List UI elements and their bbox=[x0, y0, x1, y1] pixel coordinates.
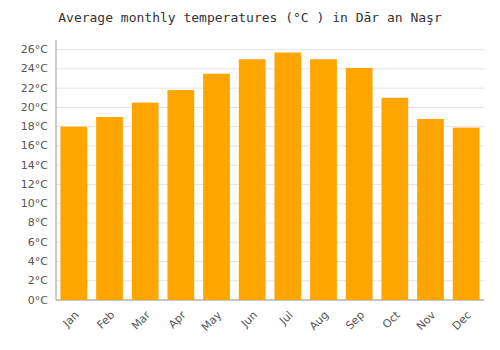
x-tick-label: Oct bbox=[380, 308, 403, 331]
grid-line bbox=[56, 88, 484, 89]
x-tick-label: Jan bbox=[60, 309, 82, 331]
bar bbox=[96, 117, 123, 300]
y-tick-label: 16°C bbox=[21, 139, 48, 152]
x-tick-label: Mar bbox=[129, 308, 153, 332]
grid-line bbox=[56, 107, 484, 108]
x-tick-label: Apr bbox=[166, 308, 189, 331]
x-ticks: Jan Feb Mar Apr May Jun Jul Aug Sep Oct Nov Dec bbox=[60, 308, 474, 334]
x-tick-label: Nov bbox=[414, 308, 439, 333]
y-tick-label: 4°C bbox=[28, 255, 48, 268]
x-tick-label: Sep bbox=[343, 309, 367, 333]
y-axis-line bbox=[56, 40, 57, 300]
x-tick-label: Feb bbox=[94, 309, 117, 332]
bar bbox=[132, 103, 159, 300]
x-tick-label: Aug bbox=[307, 309, 331, 333]
y-tick-label: 20°C bbox=[21, 101, 48, 114]
grid-line bbox=[56, 68, 484, 69]
y-tick-label: 22°C bbox=[21, 82, 48, 95]
bar bbox=[381, 98, 408, 300]
bar bbox=[274, 53, 301, 300]
x-tick-label: Dec bbox=[450, 309, 474, 333]
y-tick-label: 2°C bbox=[28, 274, 48, 287]
y-tick-label: 8°C bbox=[28, 216, 48, 229]
chart-title: Average monthly temperatures (°C ) in Dā… bbox=[58, 10, 442, 25]
x-tick-label: Jun bbox=[238, 309, 260, 331]
y-tick-label: 26°C bbox=[21, 43, 48, 56]
chart-container: 0°C 2°C 4°C 6°C 8°C 10°C 12°C 14°C 16°C 18°C 20°C 2… bbox=[0, 0, 500, 350]
y-tick-label: 12°C bbox=[21, 178, 48, 191]
bar bbox=[310, 59, 337, 300]
bar bbox=[60, 127, 87, 300]
y-ticks: 0°C 2°C 4°C 6°C 8°C 10°C 12°C 14°C 16°C 18°C 20°C 2… bbox=[21, 43, 48, 306]
bar bbox=[167, 90, 194, 300]
x-tick-label: Jul bbox=[276, 309, 295, 328]
grid bbox=[56, 50, 484, 300]
y-tick-label: 10°C bbox=[21, 197, 48, 210]
bar bbox=[453, 128, 480, 300]
bar bbox=[346, 68, 373, 300]
bar bbox=[417, 119, 444, 300]
y-tick-label: 18°C bbox=[21, 120, 48, 133]
chart-svg: 0°C 2°C 4°C 6°C 8°C 10°C 12°C 14°C 16°C 18°C 20°C 2… bbox=[0, 0, 500, 350]
y-tick-label: 0°C bbox=[28, 294, 48, 307]
y-tick-label: 14°C bbox=[21, 159, 48, 172]
bar bbox=[203, 74, 230, 300]
bars bbox=[60, 53, 479, 300]
y-tick-label: 24°C bbox=[21, 62, 48, 75]
grid-line bbox=[56, 49, 484, 50]
y-tick-label: 6°C bbox=[28, 236, 48, 249]
x-tick-label: May bbox=[199, 308, 225, 334]
bar bbox=[239, 59, 266, 300]
